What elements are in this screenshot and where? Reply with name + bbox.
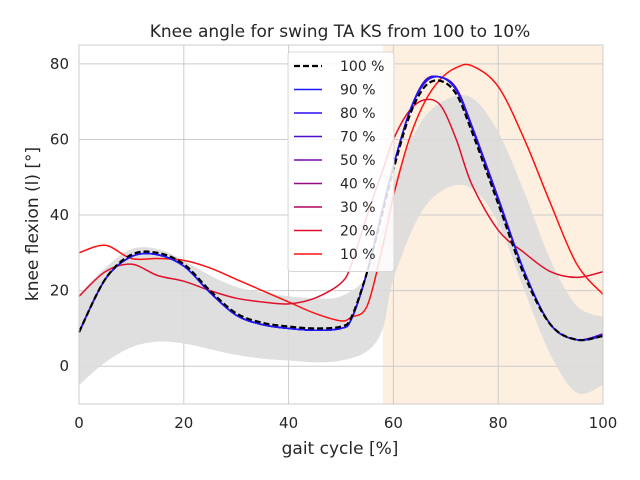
- legend-label: 20 %: [340, 224, 376, 240]
- axes: [78, 44, 604, 405]
- legend-label: 40 %: [340, 177, 376, 193]
- legend-label: 30 %: [340, 200, 376, 216]
- x-tick-label: 20: [174, 414, 193, 432]
- y-tick-label: 60: [50, 130, 69, 148]
- chart-title: Knee angle for swing TA KS from 100 to 1…: [150, 22, 531, 42]
- series-line: [78, 79, 604, 342]
- x-tick-label: 100: [589, 414, 618, 432]
- y-axis-label: knee flexion (l) [°]: [23, 147, 43, 301]
- series-line: [78, 63, 604, 322]
- x-tick-label: 0: [74, 414, 84, 432]
- y-tick-label: 40: [50, 206, 69, 224]
- legend-label: 80 %: [340, 106, 376, 122]
- y-tick-label: 80: [50, 55, 69, 73]
- legend-label: 10 %: [340, 247, 376, 263]
- legend-box: [287, 51, 395, 272]
- x-tick-label: 60: [384, 414, 403, 432]
- legend: 100 % 90 % 80 % 70 % 50 % 40 % 30 % 20 % 10 %: [287, 51, 395, 272]
- normal-range-band-area: [79, 94, 603, 394]
- x-tick-label: 80: [489, 414, 508, 432]
- tick-labels: 0 20 40 60 80 100 0 20 40 60 80: [50, 55, 617, 432]
- legend-label: 50 %: [340, 153, 376, 169]
- x-tick-label: 40: [279, 414, 298, 432]
- legend-label: 90 %: [340, 83, 376, 99]
- axes-frame: [78, 44, 604, 405]
- legend-label: 70 %: [340, 130, 376, 146]
- x-axis-label: gait cycle [%]: [282, 439, 399, 459]
- y-tick-label: 0: [59, 357, 69, 375]
- normal-range-band: [79, 94, 603, 394]
- y-tick-label: 20: [50, 282, 69, 300]
- legend-label: 100 %: [340, 59, 384, 75]
